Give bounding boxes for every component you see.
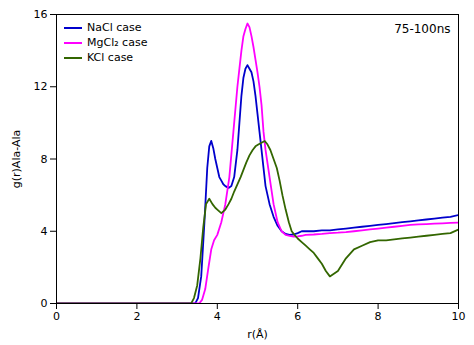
svg-text:12: 12	[34, 80, 48, 93]
html-text:KCl case: KCl case	[87, 51, 134, 64]
svg-text:4: 4	[41, 225, 48, 238]
svg-text:2: 2	[133, 310, 140, 323]
svg-text:16: 16	[34, 8, 48, 21]
svg-text:8: 8	[41, 153, 48, 166]
html-text:MgCl₂ case: MgCl₂ case	[87, 36, 148, 49]
svg-text:g(r)Ala-Ala: g(r)Ala-Ala	[10, 130, 23, 188]
svg-text:6: 6	[294, 310, 301, 323]
svg-text:r(Å): r(Å)	[247, 328, 268, 341]
svg-text:8: 8	[375, 310, 382, 323]
svg-text:0: 0	[53, 310, 60, 323]
svg-text:0: 0	[41, 297, 48, 310]
svg-text:4: 4	[214, 310, 221, 323]
html-text:NaCl case: NaCl case	[87, 21, 142, 34]
svg-text:75-100ns: 75-100ns	[394, 22, 450, 36]
svg-text:10: 10	[452, 310, 466, 323]
